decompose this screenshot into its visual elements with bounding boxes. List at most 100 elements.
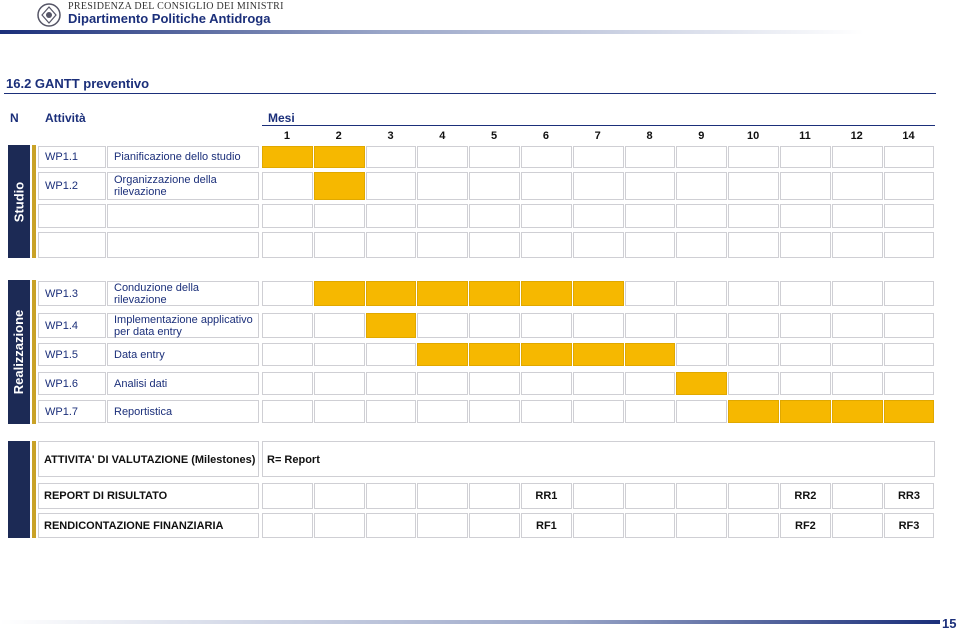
id-cell [38,172,106,200]
id-cell [38,232,106,258]
wp-id: WP1.5 [45,348,79,361]
activity-cell [107,281,259,306]
gantt-cell [624,372,676,395]
section-title: 16.2 GANTT preventivo [6,76,150,91]
gantt-cell [469,400,520,423]
gantt-cell [728,313,779,338]
gantt-cell [676,232,728,258]
gantt-cell [728,172,779,200]
gantt-cell [469,313,520,338]
id-cell [38,343,106,366]
gantt-cell [572,313,624,338]
gantt-cell [624,281,676,306]
col-months: Mesi [268,111,295,125]
months-rule [262,125,935,126]
gantt-cell [469,146,520,168]
month-label: 2 [335,130,342,142]
id-cell [38,281,106,306]
gantt-bar [417,281,469,306]
section-rule [4,93,936,94]
gantt-cell [262,232,313,258]
gantt-cell [883,281,935,306]
id-cell [38,146,106,168]
milestone-cell [624,513,676,538]
wp-id: WP1.4 [45,319,79,332]
gantt-cell [572,232,624,258]
month-label: 14 [902,130,915,142]
gantt-bar [624,343,676,366]
milestone-title: ATTIVITA' DI VALUTAZIONE (Milestones) [44,454,256,466]
gantt-cell [313,232,365,258]
wp-id: WP1.6 [45,377,79,390]
gantt-cell [780,372,831,395]
wp-id: WP1.7 [45,405,79,418]
milestone-cell [780,513,831,538]
milestone-cell [883,513,935,538]
gantt-cell [883,146,935,168]
header-rule [0,30,960,34]
phase-label: Realizzazione [11,309,26,395]
milestone-label: RENDICONTAZIONE FINANZIARIA [44,519,224,532]
emblem [37,3,61,27]
gantt-cell [521,146,572,168]
milestone-header [38,441,259,477]
month-label: 6 [542,130,549,142]
gantt-cell [521,232,572,258]
gantt-cell [417,400,469,423]
gantt-cell [676,204,728,228]
milestone-mark: RR1 [535,490,558,502]
milestone-cell [313,513,365,538]
gantt-cell [572,372,624,395]
gantt-cell [624,146,676,168]
gantt-cell [417,372,469,395]
activity-cell [107,313,259,338]
gantt-cell [262,281,313,306]
milestone-cell [521,513,572,538]
milestone-cell [417,513,469,538]
gantt-cell [365,400,417,423]
gantt-cell [572,172,624,200]
gantt-bar [313,281,365,306]
gantt-cell [728,372,779,395]
gantt-cell [883,313,935,338]
milestone-cell [262,513,313,538]
gantt-cell [572,400,624,423]
gantt-cell [831,313,883,338]
phase-band [8,280,30,424]
milestone-mark: RF3 [898,519,920,532]
milestone-mark: RR3 [897,490,920,502]
milestone-cell [469,513,520,538]
milestone-cell [676,483,728,509]
gantt-cell [728,232,779,258]
gantt-cell [262,204,313,228]
activity-cell [107,232,259,258]
month-label: 12 [850,130,863,142]
milestone-cell [521,483,572,509]
gantt-cell [728,204,779,228]
footer-rule [0,620,940,624]
activity: Pianificazione dello studio [114,151,241,163]
gantt-cell [365,172,417,200]
gantt-cell [676,343,728,366]
id-cell [38,400,106,423]
gantt-cell [417,204,469,228]
gantt-cell [313,400,365,423]
gantt-bar [572,343,624,366]
gantt-cell [313,204,365,228]
activity: Reportistica [114,405,173,418]
phase-band [8,145,30,258]
gantt-cell [831,204,883,228]
activity-cell [107,400,259,423]
gantt-cell [365,204,417,228]
gantt-cell [780,146,831,168]
gantt-bar [365,281,417,306]
id-cell [38,372,106,395]
gantt-cell [831,343,883,366]
wp-id: WP1.1 [45,151,79,163]
activity-cell [107,343,259,366]
month-label: 8 [646,130,653,142]
gantt-cell [365,372,417,395]
month-label: 3 [387,130,394,142]
milestone-mark: RF1 [536,519,557,532]
gantt-cell [728,146,779,168]
